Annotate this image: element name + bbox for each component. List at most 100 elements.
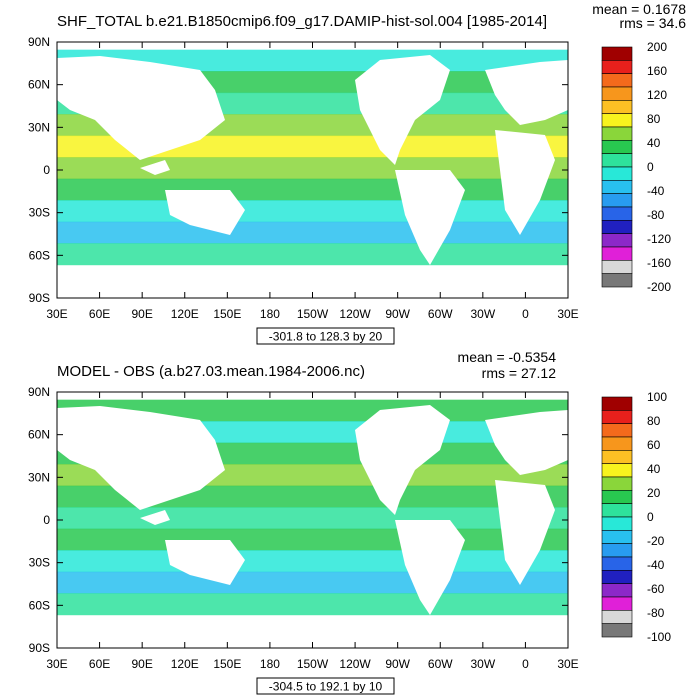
colorbar-swatch: [601, 140, 633, 154]
range-box: [256, 327, 395, 345]
field-band: [57, 221, 568, 244]
colorbar-swatch: [601, 490, 633, 504]
field-band: [57, 528, 568, 551]
colorbar-swatch: [601, 166, 633, 181]
x-tick-label: 90W: [385, 657, 410, 671]
colorbar-label: -60: [647, 582, 665, 596]
landmass: [57, 56, 225, 160]
colorbar-swatch: [601, 73, 633, 88]
landmass: [395, 170, 465, 265]
colorbar-swatch: [601, 583, 633, 598]
field-band: [57, 571, 568, 594]
colorbar-swatch: [601, 450, 633, 464]
landmass: [395, 520, 465, 615]
colorbar-swatch: [601, 556, 633, 571]
colorbar-label: 60: [647, 438, 661, 452]
x-tick-label: 120E: [171, 657, 199, 671]
x-tick-label: 120W: [339, 307, 371, 321]
colorbar: 200 160 120 80 40 0 -40 -80 -120 -160 -200: [601, 40, 671, 294]
colorbar-label: 20: [647, 486, 661, 500]
landmass: [355, 405, 450, 515]
landmass: [165, 540, 245, 585]
y-tick-label: 30N: [28, 120, 50, 134]
y-tick-label: 0: [43, 163, 50, 177]
mean-label: mean = 0.1678: [592, 1, 686, 17]
x-tick-label: 30E: [557, 657, 578, 671]
map-panel-top: SHF_TOTAL b.e21.B1850cmip6.f09_g17.DAMIP…: [28, 1, 686, 345]
range-label: -301.8 to 128.3 by 20: [269, 330, 383, 344]
map-svg-bottom: MODEL - OBS (a.b27.03.mean.1984-2006.nc)…: [28, 350, 671, 695]
x-tick-label: 90E: [131, 657, 152, 671]
y-tick-label: 60S: [29, 248, 50, 262]
x-tick-label: 150W: [297, 657, 329, 671]
colorbar-swatch: [601, 436, 633, 451]
colorbar-swatch: [601, 260, 633, 274]
ocean-field: [56, 41, 569, 299]
x-axis: 30E 60E 90E 120E 150E 180 150W 120W 90W 60W 30W 0 30…: [46, 42, 579, 321]
x-tick-label: 150W: [297, 307, 329, 321]
y-tick-label: 30S: [29, 556, 50, 570]
x-tick-label: 30E: [46, 657, 67, 671]
field-band: [57, 200, 568, 223]
colorbar-swatch: [601, 516, 633, 531]
x-tick-label: 150E: [213, 307, 241, 321]
x-tick-label: 120E: [171, 307, 199, 321]
colorbar-swatch: [601, 233, 633, 248]
colorbar-label: 200: [647, 40, 667, 54]
colorbar-label: -40: [647, 558, 665, 572]
x-tick-label: 30W: [470, 307, 495, 321]
colorbar-label: -40: [647, 184, 665, 198]
field-band: [57, 178, 568, 201]
y-tick-label: 60N: [28, 428, 50, 442]
y-tick-label: 0: [43, 513, 50, 527]
colorbar-label: -160: [647, 256, 671, 270]
x-tick-label: 60E: [89, 307, 110, 321]
panel-title: MODEL - OBS (a.b27.03.mean.1984-2006.nc): [57, 363, 365, 380]
x-axis: 30E 60E 90E 120E 150E 180 150W 120W 90W 60W 30W 0 30…: [46, 392, 579, 671]
colorbar-label: 80: [647, 414, 661, 428]
y-tick-label: 60N: [28, 78, 50, 92]
rms-label: rms = 27.12: [482, 365, 557, 381]
colorbar-swatch: [601, 463, 633, 478]
colorbar-label: 0: [647, 160, 654, 174]
colorbar-swatch: [601, 476, 633, 491]
colorbar-swatch: [601, 100, 633, 114]
x-tick-label: 30E: [46, 307, 67, 321]
colorbar-label: -80: [647, 208, 665, 222]
colorbar-label: 120: [647, 88, 667, 102]
colorbar-label: -80: [647, 606, 665, 620]
colorbar-swatch: [601, 423, 633, 438]
colorbar-label: 80: [647, 112, 661, 126]
colorbar-swatch: [601, 113, 633, 128]
colorbar-swatch: [601, 503, 633, 518]
x-tick-label: 120W: [339, 657, 371, 671]
colorbar-swatch: [601, 180, 633, 194]
x-tick-label: 30W: [470, 657, 495, 671]
colorbar-label: -20: [647, 534, 665, 548]
colorbar-label: 160: [647, 64, 667, 78]
x-tick-label: 90E: [131, 307, 152, 321]
y-tick-label: 60S: [29, 598, 50, 612]
range-label: -304.5 to 192.1 by 10: [269, 680, 383, 694]
landmass: [355, 55, 450, 165]
landmass: [495, 480, 555, 585]
colorbar-swatch: [601, 246, 633, 261]
colorbar-swatch: [601, 396, 633, 411]
x-tick-label: 150E: [213, 657, 241, 671]
y-axis: 90N 60N 30N 0 30S 60S 90S: [28, 385, 568, 655]
y-tick-label: 90N: [28, 385, 50, 399]
x-tick-label: 180: [260, 307, 280, 321]
mean-label: mean = -0.5354: [458, 350, 557, 365]
panel-title: SHF_TOTAL b.e21.B1850cmip6.f09_g17.DAMIP…: [57, 13, 547, 30]
landmass: [140, 160, 170, 175]
colorbar-label: -200: [647, 280, 671, 294]
colorbar-swatch: [601, 60, 633, 74]
x-tick-label: 0: [522, 657, 529, 671]
colorbar-swatch: [601, 610, 633, 624]
field-band: [57, 507, 568, 530]
x-tick-label: 60W: [428, 657, 453, 671]
colorbar-swatch: [601, 193, 633, 208]
landmass: [57, 406, 225, 510]
range-box: [256, 677, 395, 695]
colorbar-label: -100: [647, 630, 671, 644]
